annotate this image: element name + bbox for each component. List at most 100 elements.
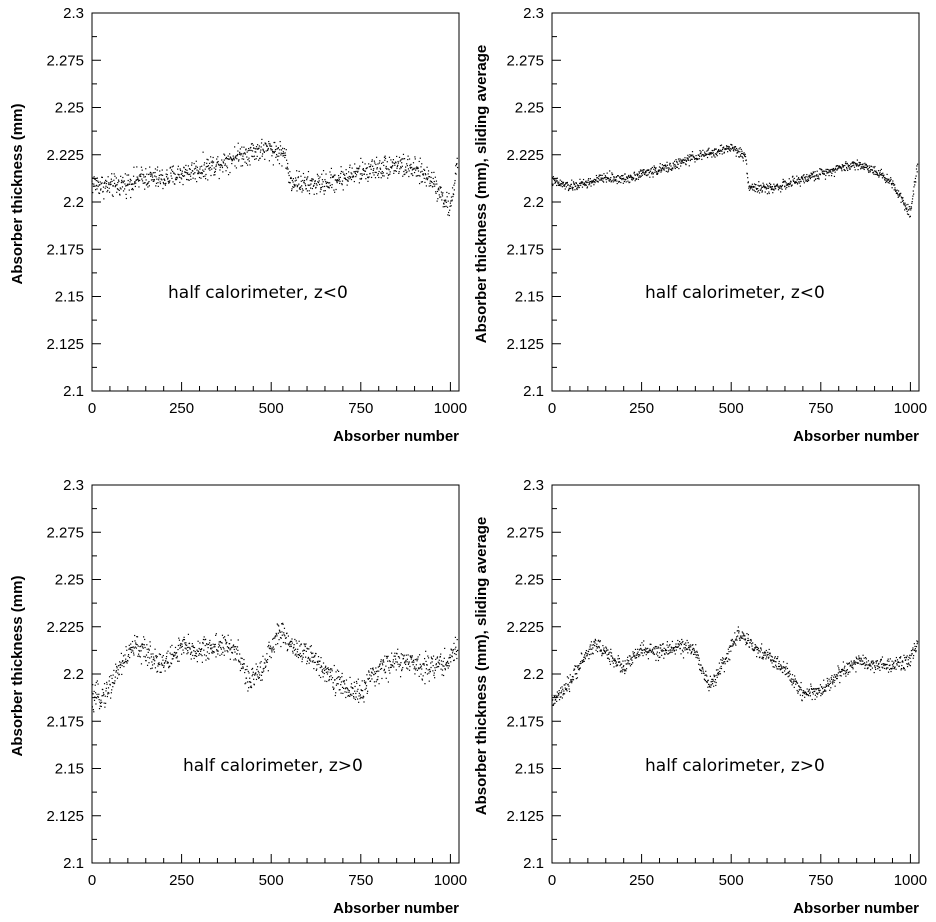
data-point	[581, 181, 583, 183]
data-point	[895, 192, 898, 195]
data-point	[161, 656, 163, 658]
data-point	[165, 658, 167, 660]
data-point	[646, 648, 648, 650]
data-point	[281, 165, 283, 167]
data-point	[811, 173, 814, 175]
data-point	[713, 676, 715, 678]
data-point	[442, 202, 445, 204]
data-point	[695, 158, 697, 160]
data-point	[609, 170, 611, 172]
data-point	[857, 164, 859, 166]
data-point	[724, 148, 726, 151]
data-point	[610, 655, 612, 657]
data-point	[173, 655, 175, 657]
data-point	[270, 656, 272, 659]
data-point	[596, 177, 598, 179]
data-point	[882, 667, 884, 669]
data-point	[563, 684, 565, 686]
data-point	[184, 642, 186, 644]
data-point	[552, 699, 554, 701]
data-point	[201, 655, 203, 657]
data-point	[322, 170, 325, 172]
data-point	[355, 680, 358, 683]
data-point	[794, 182, 796, 184]
data-point	[153, 180, 155, 182]
data-point	[203, 170, 205, 172]
data-point	[359, 697, 361, 700]
data-point	[325, 182, 327, 185]
data-point	[129, 648, 131, 651]
data-point	[606, 654, 608, 656]
data-point	[266, 145, 268, 147]
data-point	[696, 657, 699, 659]
data-point	[601, 177, 604, 179]
data-point	[748, 189, 751, 191]
data-point	[181, 643, 183, 645]
data-point	[227, 647, 230, 649]
data-point	[560, 692, 562, 694]
data-point	[216, 648, 218, 651]
data-point	[363, 696, 365, 698]
data-point	[207, 643, 210, 645]
data-point	[197, 172, 199, 174]
data-point	[439, 196, 441, 198]
data-point	[730, 148, 732, 150]
data-point	[695, 654, 698, 656]
data-point	[778, 660, 780, 663]
data-point	[314, 180, 316, 182]
data-point	[103, 182, 106, 184]
data-point	[275, 633, 278, 635]
data-point	[859, 168, 862, 170]
data-point	[110, 178, 112, 180]
data-point	[336, 677, 338, 680]
data-point	[766, 656, 768, 658]
data-point	[437, 188, 439, 190]
data-point	[115, 184, 117, 186]
data-point	[445, 662, 448, 664]
data-point	[622, 669, 624, 671]
data-point	[372, 667, 374, 669]
data-point	[565, 689, 567, 691]
data-point	[199, 642, 201, 644]
data-point	[119, 193, 121, 195]
data-point	[201, 172, 203, 174]
data-point	[313, 193, 315, 195]
data-point	[596, 180, 598, 183]
data-point	[577, 187, 579, 189]
data-point	[332, 176, 334, 178]
data-point	[420, 181, 422, 183]
data-point	[342, 171, 344, 173]
data-point	[908, 206, 910, 208]
data-point	[382, 175, 384, 177]
data-point	[274, 150, 276, 152]
data-point	[889, 664, 891, 666]
data-point	[409, 166, 411, 168]
data-point	[432, 655, 435, 657]
data-point	[350, 686, 352, 688]
data-point	[186, 173, 188, 175]
data-point	[562, 694, 564, 696]
data-point	[391, 664, 393, 666]
data-point	[305, 188, 307, 190]
data-point	[449, 205, 451, 207]
data-point	[299, 645, 301, 647]
data-point	[206, 165, 208, 168]
data-point	[426, 166, 428, 168]
data-point	[705, 670, 707, 672]
data-point	[695, 644, 697, 646]
data-point	[219, 166, 221, 168]
data-point	[825, 174, 827, 177]
data-point	[715, 669, 718, 671]
data-point	[196, 649, 198, 651]
data-point	[600, 649, 603, 651]
data-point	[876, 660, 879, 662]
data-point	[389, 171, 391, 173]
data-point	[411, 173, 413, 175]
data-point	[634, 174, 636, 176]
data-point	[425, 174, 427, 176]
data-point	[553, 178, 555, 180]
data-point	[559, 184, 561, 186]
data-point	[430, 662, 432, 664]
data-point	[178, 174, 180, 176]
data-point	[877, 665, 879, 667]
